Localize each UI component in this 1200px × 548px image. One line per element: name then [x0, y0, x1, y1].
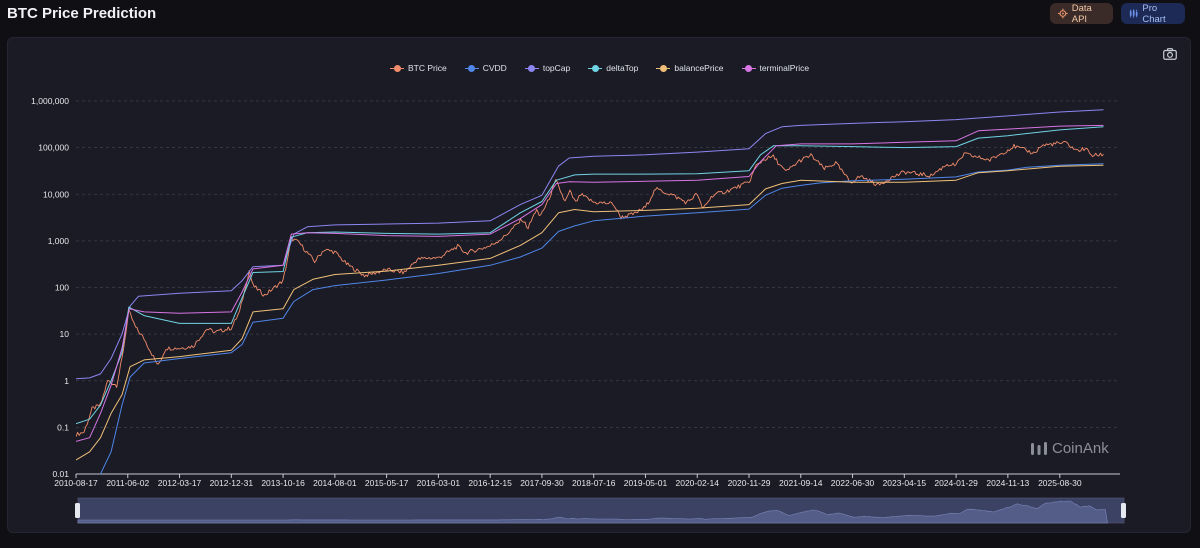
legend-marker-icon	[588, 63, 603, 73]
camera-icon[interactable]	[1163, 48, 1177, 60]
page-title: BTC Price Prediction	[7, 5, 157, 22]
x-tick-label: 2024-01-29	[934, 478, 978, 488]
legend-item-topcap[interactable]: topCap	[524, 63, 571, 73]
x-tick-label: 2014-08-01	[313, 478, 357, 488]
legend-marker-icon	[390, 63, 404, 73]
y-tick-label: 1,000	[48, 236, 70, 246]
zoom-slider-selection	[78, 498, 1124, 523]
legend-marker-icon	[464, 63, 479, 73]
x-tick-label: 2016-03-01	[417, 478, 461, 488]
legend-marker-icon	[741, 63, 756, 73]
x-tick-label: 2013-10-16	[261, 478, 305, 488]
series-line-btc-price	[76, 140, 1104, 437]
x-tick-label: 2011-06-02	[106, 478, 149, 488]
x-tick-label: 2025-08-30	[1038, 478, 1082, 488]
x-tick-label: 2017-09-30	[520, 478, 564, 488]
legend-label: topCap	[542, 63, 571, 73]
series-line-topcap	[76, 109, 1104, 380]
legend-item-terminalprice[interactable]: terminalPrice	[741, 63, 810, 73]
series-line-terminalprice	[76, 124, 1104, 442]
coinank-watermark: CoinAnk	[1030, 440, 1109, 457]
series-line-deltatop	[76, 126, 1104, 425]
x-tick-label: 2022-06-30	[831, 478, 875, 488]
legend-label: CVDD	[482, 63, 507, 73]
y-tick-label: 1	[64, 376, 69, 386]
y-tick-label: 100	[55, 283, 69, 293]
coinank-logo-icon	[1031, 441, 1047, 455]
y-tick-label: 0.1	[57, 422, 69, 432]
x-tick-label: 2024-11-13	[986, 478, 1029, 488]
pro-chart-label: Pro Chart	[1142, 2, 1166, 25]
x-tick-label: 2012-03-17	[158, 478, 202, 488]
y-tick-label: 100,000	[38, 143, 69, 153]
watermark-text: CoinAnk	[1052, 440, 1109, 457]
x-tick-label: 2020-02-14	[675, 478, 719, 488]
pro-chart-button[interactable]: Pro Chart	[1121, 2, 1185, 25]
x-tick-label: 2010-08-17	[54, 478, 98, 488]
data-api-button[interactable]: Data API	[1050, 2, 1113, 25]
x-tick-label: 2021-09-14	[779, 478, 823, 488]
x-tick-label: 2016-12-15	[468, 478, 512, 488]
y-tick-label: 1,000,000	[31, 96, 69, 106]
chart-panel	[7, 37, 1191, 533]
x-tick-label: 2023-04-15	[883, 478, 927, 488]
data-api-label: Data API	[1071, 2, 1092, 25]
y-tick-label: 10,000	[43, 189, 69, 199]
legend-item-deltatop[interactable]: deltaTop	[588, 63, 638, 73]
zoom-handle-left[interactable]	[75, 503, 80, 518]
legend-label: balancePrice	[674, 63, 724, 73]
series-line-balanceprice	[76, 164, 1104, 461]
legend-label: deltaTop	[606, 63, 639, 73]
zoom-handle-right[interactable]	[1121, 503, 1126, 518]
y-tick-label: 0.01	[52, 469, 69, 479]
x-tick-label: 2018-07-16	[572, 478, 616, 488]
legend-marker-icon	[524, 63, 539, 73]
x-tick-label: 2012-12-31	[210, 478, 254, 488]
legend-item-balanceprice[interactable]: balancePrice	[656, 63, 724, 73]
x-tick-label: 2019-05-01	[624, 478, 668, 488]
legend-label: BTC Price	[408, 63, 447, 73]
api-icon	[1058, 8, 1068, 19]
series-line-cvdd	[99, 163, 1104, 474]
legend-item-btc-price[interactable]: BTC Price	[390, 63, 447, 73]
candlestick-icon	[1129, 9, 1138, 18]
legend-item-cvdd[interactable]: CVDD	[464, 63, 507, 73]
zoom-slider-preview	[77, 500, 1108, 524]
y-tick-label: 10	[60, 329, 70, 339]
chart-legend: BTC Price CVDD topCap deltaTop balancePrice t…	[390, 63, 827, 73]
series-group	[76, 109, 1104, 474]
x-tick-label: 2015-05-17	[365, 478, 409, 488]
x-tick-label: 2020-11-29	[728, 478, 771, 488]
legend-label: terminalPrice	[759, 63, 810, 73]
legend-marker-icon	[656, 63, 671, 73]
